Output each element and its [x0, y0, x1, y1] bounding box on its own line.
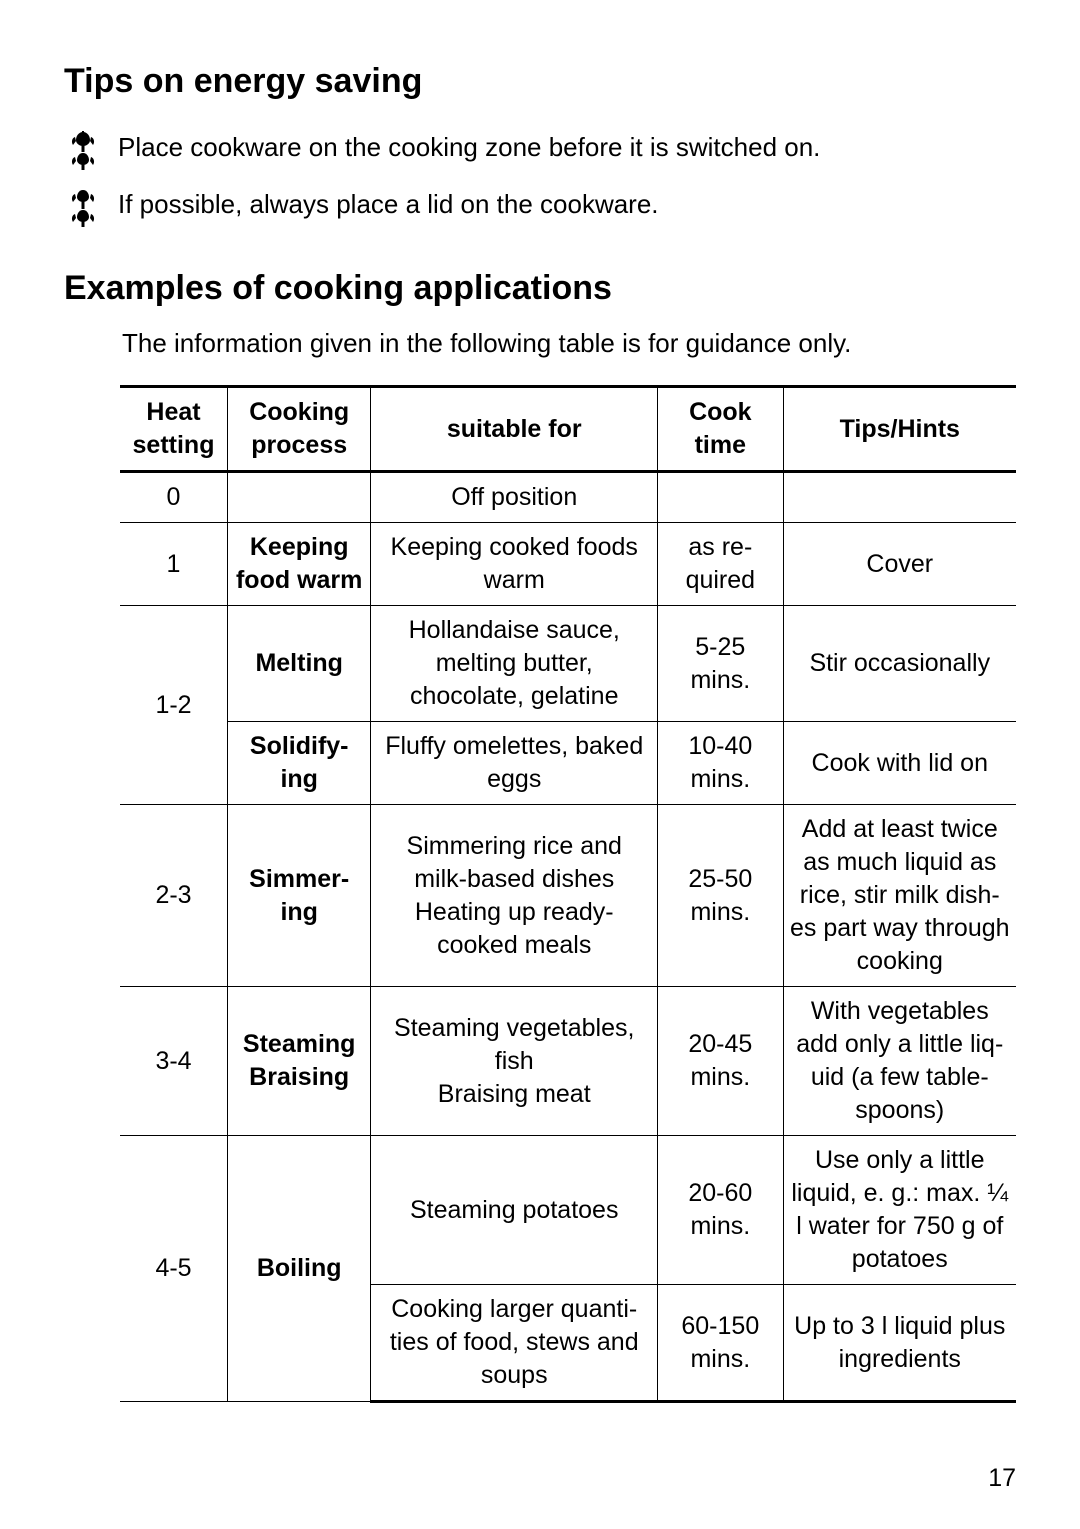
table-row: 3-4 Steaming Braising Steaming vegetable…: [120, 987, 1016, 1136]
intro-text: The information given in the following t…: [122, 328, 1016, 359]
cell-suitable: Steaming potatoes: [371, 1136, 658, 1285]
col-header-time: Cook time: [658, 387, 783, 472]
heading-tips: Tips on energy saving: [64, 62, 1016, 101]
tip-row: Place cookware on the cooking zone befor…: [64, 129, 1016, 176]
cell-heat: 1-2: [120, 606, 228, 805]
cell-tips: With vegetables add only a little liq-ui…: [783, 987, 1016, 1136]
cell-time: 25-50 mins.: [658, 805, 783, 987]
cell-tips: Cook with lid on: [783, 722, 1016, 805]
cell-tips: Add at least twice as much liquid as ric…: [783, 805, 1016, 987]
tip-row: If possible, always place a lid on the c…: [64, 186, 1016, 233]
cell-process: Simmer-ing: [228, 805, 371, 987]
cell-process: Steaming Braising: [228, 987, 371, 1136]
tip-text: If possible, always place a lid on the c…: [118, 186, 1016, 224]
cell-tips: Use only a little liquid, e. g.: max. ¼ …: [783, 1136, 1016, 1285]
cell-time: 5-25 mins.: [658, 606, 783, 722]
cell-heat: 4-5: [120, 1136, 228, 1402]
cell-suitable: Keeping cooked foods warm: [371, 523, 658, 606]
cooking-applications-table: Heat setting Cooking process suitable fo…: [120, 385, 1016, 1403]
col-header-process: Cooking process: [228, 387, 371, 472]
table-row: 1-2 Melting Hollandaise sauce, melting b…: [120, 606, 1016, 722]
cell-time: [658, 472, 783, 523]
cell-heat: 2-3: [120, 805, 228, 987]
eco-leaf-icon: [64, 186, 118, 233]
table-header-row: Heat setting Cooking process suitable fo…: [120, 387, 1016, 472]
page-number: 17: [988, 1464, 1016, 1493]
cell-heat: 3-4: [120, 987, 228, 1136]
cell-tips: [783, 472, 1016, 523]
cell-time: 20-45 mins.: [658, 987, 783, 1136]
table-row: 1 Keeping food warm Keeping cooked foods…: [120, 523, 1016, 606]
cell-time: 10-40 mins.: [658, 722, 783, 805]
eco-leaf-icon: [64, 129, 118, 176]
cell-heat: 1: [120, 523, 228, 606]
table-row: 0 Off position: [120, 472, 1016, 523]
col-header-heat: Heat setting: [120, 387, 228, 472]
heading-examples: Examples of cooking applications: [64, 269, 1016, 308]
cell-suitable: Fluffy omelettes, baked eggs: [371, 722, 658, 805]
table-row: 4-5 Boiling Steaming potatoes 20-60 mins…: [120, 1136, 1016, 1285]
cell-suitable: Hollandaise sauce, melting butter, choco…: [371, 606, 658, 722]
cell-suitable: Cooking larger quanti-ties of food, stew…: [371, 1285, 658, 1402]
cell-time: as re-quired: [658, 523, 783, 606]
cell-time: 20-60 mins.: [658, 1136, 783, 1285]
cell-time: 60-150 mins.: [658, 1285, 783, 1402]
cell-process: Keeping food warm: [228, 523, 371, 606]
tip-text: Place cookware on the cooking zone befor…: [118, 129, 1016, 167]
table-row: 2-3 Simmer-ing Simmering rice and milk-b…: [120, 805, 1016, 987]
cell-process: [228, 472, 371, 523]
cell-tips: Stir occasionally: [783, 606, 1016, 722]
manual-page: Tips on energy saving Place cookware on …: [0, 0, 1080, 1529]
col-header-tips: Tips/Hints: [783, 387, 1016, 472]
cell-tips: Up to 3 l liquid plus ingredients: [783, 1285, 1016, 1402]
cell-tips: Cover: [783, 523, 1016, 606]
table-row: Solidify-ing Fluffy omelettes, baked egg…: [120, 722, 1016, 805]
cell-suitable: Steaming vegetables, fishBraising meat: [371, 987, 658, 1136]
cell-suitable: Simmering rice and milk-based dishes Hea…: [371, 805, 658, 987]
cell-process: Solidify-ing: [228, 722, 371, 805]
cell-heat: 0: [120, 472, 228, 523]
cell-process: Melting: [228, 606, 371, 722]
cell-process: Boiling: [228, 1136, 371, 1402]
cell-suitable: Off position: [371, 472, 658, 523]
col-header-suitable: suitable for: [371, 387, 658, 472]
